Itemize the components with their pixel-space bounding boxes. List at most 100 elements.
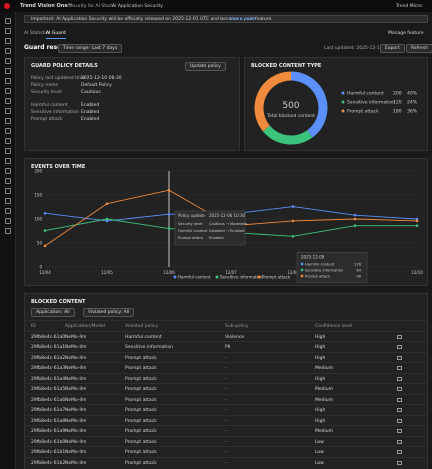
legend-swatch	[341, 100, 345, 104]
table-cell: -	[225, 397, 227, 403]
nav-icon[interactable]	[5, 228, 11, 234]
table-cell: Low	[315, 439, 324, 445]
table-cell: Sensitive information	[125, 345, 173, 350]
table-cell: -	[225, 408, 227, 413]
filter[interactable]: Violated policy: All	[83, 308, 135, 317]
table-header: ID Application/Model Violated policy Sub-po…	[25, 320, 427, 331]
table-cell: Medium	[315, 387, 333, 392]
table-cell: 29fb8e4c-61a7	[31, 408, 66, 413]
table-cell: NeMo-llm	[65, 418, 87, 424]
table-cell: Medium	[315, 397, 333, 403]
top-bar: Trend Vision One™ Security for AI Stack …	[0, 0, 432, 12]
nav-icon[interactable]	[5, 58, 11, 64]
nav-icon[interactable]	[5, 68, 11, 74]
row-action[interactable]	[397, 376, 402, 381]
user[interactable]: Trend Micro	[396, 4, 422, 9]
y-tick-label: 0	[39, 265, 42, 270]
nav-icon[interactable]	[5, 78, 11, 84]
table-cell: -	[225, 376, 227, 382]
table-panel: BLOCKED CONTENT Application: All Violated…	[24, 293, 428, 469]
tooltip-key: Security level	[178, 222, 202, 226]
table-cell: 29fb8e4c-61a2	[31, 355, 66, 361]
row-action[interactable]	[397, 439, 402, 444]
tooltip-key: Harmful content	[305, 262, 335, 266]
nav-icon[interactable]	[5, 168, 11, 174]
breadcrumb[interactable]: AI Application Security	[112, 4, 163, 9]
nav-icon[interactable]	[5, 118, 11, 124]
section-title: Guard results	[24, 44, 70, 51]
nav-icon[interactable]	[5, 28, 11, 34]
nav-icon[interactable]	[5, 48, 11, 54]
row-action[interactable]	[397, 355, 402, 360]
tooltip-value: 126	[354, 262, 362, 266]
nav-icon[interactable]	[5, 38, 11, 44]
legend-label: Harmful content	[178, 275, 211, 280]
row-action[interactable]	[397, 450, 402, 454]
update-policy[interactable]: Update policy	[185, 62, 226, 71]
nav-icon[interactable]	[5, 158, 11, 164]
policy-value: Default Policy	[81, 83, 112, 88]
nav-icon[interactable]	[5, 138, 11, 144]
row-action[interactable]	[397, 345, 402, 349]
policy-key: Prompt attack	[31, 117, 63, 122]
nav-icon[interactable]	[5, 188, 11, 194]
policy-value: 2025-12-10 08:30	[81, 76, 122, 81]
point	[105, 219, 109, 223]
policy-key: Policy last updated time	[31, 76, 86, 81]
row-action[interactable]	[397, 397, 402, 402]
row-action[interactable]	[397, 418, 402, 423]
manage-feature[interactable]: Manage feature	[388, 31, 424, 36]
row-action[interactable]	[397, 429, 402, 433]
table-row: 29fb8e4c-61b1 NeMo-llm Prompt attack - Low	[25, 446, 427, 457]
column-header: Application/Model	[65, 324, 106, 329]
nav-icon[interactable]	[5, 98, 11, 104]
table-cell: Prompt attack	[125, 439, 157, 445]
table-row: 29fb8e4c-61a7 NeMo-llm Prompt attack - High	[25, 404, 427, 415]
tooltip-title: 2025-12-08	[301, 254, 325, 259]
point	[415, 217, 419, 221]
filter[interactable]: Application: All	[31, 308, 75, 317]
point	[415, 219, 419, 223]
row-action[interactable]	[397, 366, 402, 370]
nav-icon[interactable]	[5, 148, 11, 154]
nav-icon[interactable]	[5, 88, 11, 94]
export[interactable]: Export	[380, 44, 405, 53]
table-cell: NeMo-llm	[65, 397, 87, 403]
tab[interactable]: AI Guard	[46, 31, 66, 39]
table-cell: High	[315, 334, 326, 340]
table-cell: High	[315, 355, 326, 361]
nav-icon[interactable]	[5, 128, 11, 134]
nav-icon[interactable]	[5, 18, 11, 24]
row-action[interactable]	[397, 387, 402, 391]
nav-icon[interactable]	[5, 218, 11, 224]
table-row: 29fb8e4c-61a2 NeMo-llm Prompt attack - High	[25, 351, 427, 363]
row-action[interactable]	[397, 460, 402, 465]
x-tick-label: 12/04	[39, 270, 51, 275]
nav-icon[interactable]	[5, 198, 11, 204]
time-range[interactable]: Time range: Last 7 days	[58, 44, 123, 53]
table-cell: 29fb8e4c-61a1	[31, 345, 66, 350]
row-action[interactable]	[397, 334, 402, 339]
y-tick-label: 100	[34, 217, 42, 222]
nav-icon[interactable]	[5, 108, 11, 114]
policy-value: Enabled	[81, 103, 100, 108]
table-cell: 29fb8e4c-61b2	[31, 460, 66, 466]
tooltip-swatch	[300, 268, 304, 272]
column-header: Sub-policy	[225, 324, 249, 329]
banner-link[interactable]: Learn more	[230, 17, 256, 22]
tooltip-value: 96	[356, 274, 361, 278]
breadcrumb[interactable]: Security for AI Stack	[68, 4, 114, 9]
nav-icon[interactable]	[5, 178, 11, 184]
banner: Important: AI Application Security will …	[24, 15, 428, 23]
legend-label: Sensitive information	[347, 100, 395, 106]
table-cell: -	[225, 450, 227, 455]
nav-icon[interactable]	[5, 208, 11, 214]
row-action[interactable]	[397, 408, 402, 412]
table-cell: NeMo-llm	[65, 355, 87, 361]
legend-count: 120	[393, 100, 402, 106]
tooltip-key: Prompt attack	[178, 236, 204, 240]
point	[291, 205, 295, 208]
table-row: 29fb8e4c-61a3 NeMo-llm Prompt attack - Mediu…	[25, 362, 427, 373]
refresh[interactable]: Refresh	[406, 44, 432, 53]
tab[interactable]: AI Statistics	[24, 31, 51, 36]
